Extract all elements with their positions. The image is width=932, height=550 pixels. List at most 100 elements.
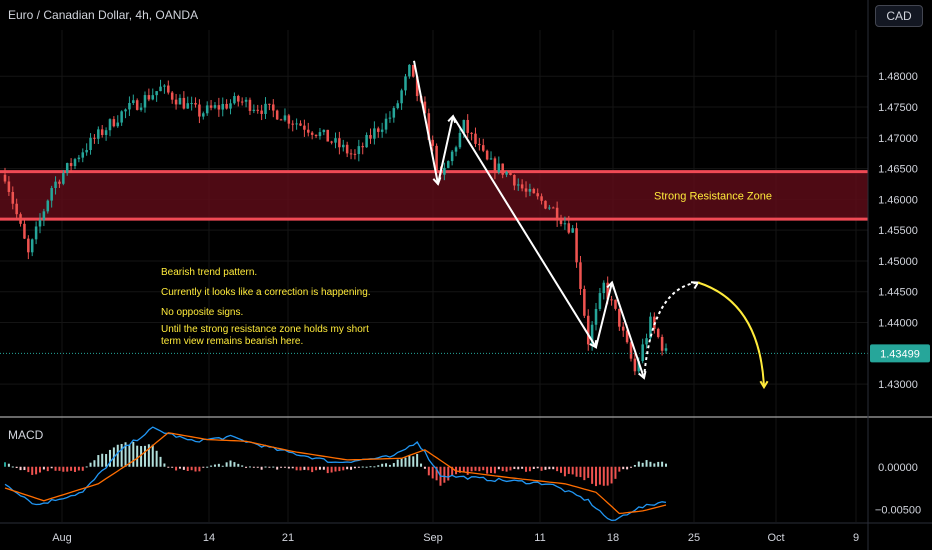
macd-histogram-bar	[260, 466, 263, 470]
macd-histogram-bar	[66, 466, 69, 472]
candle-body	[58, 181, 61, 184]
price-tick-label: 1.47500	[878, 102, 918, 114]
candle-body	[551, 207, 555, 209]
candle-body	[268, 103, 271, 105]
macd-histogram-bar	[420, 463, 423, 467]
candle-body	[392, 108, 396, 118]
annotation-line: Until the strong resistance zone holds m…	[161, 324, 369, 335]
candles	[3, 64, 668, 376]
candle-body	[240, 101, 244, 103]
candle-body	[128, 103, 131, 110]
candle-body	[93, 137, 96, 139]
candle-body	[50, 188, 53, 201]
candle-body	[629, 342, 633, 359]
candle-body	[322, 129, 326, 133]
candle-body	[357, 146, 361, 155]
candle-body	[225, 103, 228, 109]
macd-histogram-bar	[528, 466, 531, 472]
chart-title: Euro / Canadian Dollar, 4h, OANDA	[8, 8, 199, 22]
time-tick-label: 18	[607, 532, 619, 544]
candle-body	[3, 174, 7, 182]
candle-body	[190, 103, 193, 105]
macd-histogram-bar	[458, 466, 461, 473]
macd-histogram-bar	[291, 466, 294, 469]
macd-histogram-bar	[353, 466, 356, 469]
candle-body	[645, 338, 648, 345]
macd-histogram-bar	[536, 466, 539, 469]
macd-histogram-bar	[598, 466, 601, 485]
zigzag-drawing	[413, 60, 645, 379]
candle-body	[664, 348, 668, 351]
currency-button[interactable]: CAD	[875, 5, 923, 27]
price-tick-label: 1.46500	[878, 164, 918, 176]
projection-down-arrowhead	[759, 380, 769, 390]
projection-up-dotted	[643, 281, 699, 379]
candle-body	[89, 137, 92, 151]
candle-body	[310, 132, 314, 135]
macd-histogram-bar	[81, 466, 84, 471]
candle-body	[198, 104, 201, 117]
annotation-line: Currently it looks like a correction is …	[161, 287, 371, 298]
macd-histogram-bar	[89, 462, 92, 467]
projection-up-arrowhead	[690, 281, 700, 290]
macd-histogram-bar	[396, 459, 399, 467]
macd-tick-label: −0.00500	[875, 504, 921, 516]
macd-histogram-bar	[606, 466, 609, 486]
price-axis[interactable]: 1.48000 1.47500 1.47000 1.46500 1.46000 1.455…	[878, 71, 918, 391]
candle-body	[202, 113, 205, 117]
macd-histogram-bar	[614, 466, 617, 479]
candle-body	[388, 117, 392, 119]
macd-histogram-bar	[178, 466, 181, 469]
candle-body	[178, 97, 182, 105]
time-axis[interactable]: Aug 14 21 Sep 11 18 25 Oct 9	[52, 532, 859, 544]
price-tick-label: 1.47000	[878, 133, 918, 145]
candle-body	[233, 96, 236, 104]
macd-histogram-bar	[342, 466, 345, 471]
candle-body	[462, 119, 466, 133]
macd-histogram-bar	[326, 466, 329, 474]
macd-histogram-bar	[330, 466, 333, 473]
candle-body	[338, 138, 341, 148]
candle-body	[23, 223, 26, 239]
macd-histogram-bar	[431, 466, 434, 479]
candle-body	[590, 324, 594, 345]
macd-histogram-bar	[116, 444, 119, 467]
macd-histogram-bar	[377, 465, 380, 467]
macd-histogram-bar	[194, 466, 197, 472]
time-tick-label: Aug	[52, 532, 72, 544]
candle-body	[275, 110, 279, 120]
candle-body	[15, 203, 18, 215]
macd-histogram-bar	[497, 466, 500, 470]
macd-histogram-bar	[245, 466, 248, 468]
macd-histogram-bar	[299, 466, 302, 471]
candle-body	[217, 105, 221, 110]
candle-body	[497, 163, 501, 173]
candle-body	[485, 150, 489, 160]
candle-body	[493, 158, 497, 173]
macd-histogram-bar	[190, 466, 193, 471]
macd-histogram-bar	[350, 466, 353, 470]
price-tick-label: 1.48000	[878, 71, 918, 83]
macd-axis[interactable]: 0.00000 −0.00500	[875, 462, 921, 517]
macd-histogram-bar	[579, 466, 582, 478]
macd-histogram-bar	[23, 466, 26, 471]
candle-body	[295, 123, 298, 125]
macd-histogram-bar	[175, 466, 178, 471]
macd-histogram-bar	[400, 457, 403, 467]
candle-body	[610, 299, 613, 301]
annotation-line: No opposite signs.	[161, 307, 243, 318]
candle-body	[353, 153, 357, 155]
candle-body	[621, 326, 625, 331]
macd-histogram-bar	[280, 466, 283, 468]
annotation-line: term view remains bearish here.	[161, 336, 303, 347]
macd-histogram-bar	[322, 466, 325, 470]
candle-body	[555, 207, 559, 221]
macd-histogram-bar	[155, 450, 158, 467]
macd-histogram-bar	[31, 466, 34, 475]
candle-body	[108, 119, 112, 131]
candle-body	[579, 262, 582, 289]
candle-body	[423, 101, 427, 114]
macd-histogram-bar	[365, 466, 368, 468]
macd-histogram-bar	[373, 466, 376, 468]
